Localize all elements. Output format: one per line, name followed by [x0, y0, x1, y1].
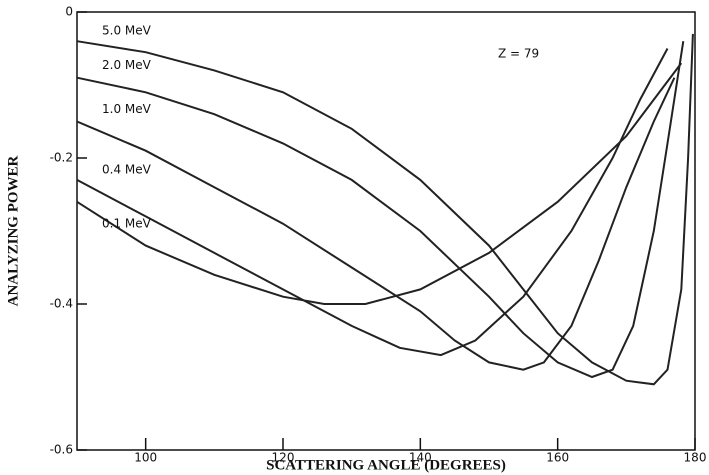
y-tick-label: 0: [65, 5, 73, 19]
x-tick-label: 100: [134, 451, 157, 465]
curve-label: 5.0 MeV: [102, 24, 152, 38]
x-tick-label: 140: [409, 451, 432, 465]
curve-label: 1.0 MeV: [102, 102, 152, 116]
x-tick-label: 160: [546, 451, 569, 465]
x-axis-title: SCATTERING ANGLE (DEGREES): [266, 457, 506, 473]
y-tick-label: -0.6: [50, 443, 73, 457]
annotation: Z = 79: [498, 47, 539, 61]
curve: [76, 48, 669, 357]
x-tick-label: 120: [272, 451, 295, 465]
curve: [76, 41, 685, 379]
curve-label: 0.1 MeV: [102, 216, 152, 230]
y-tick-label: -0.2: [50, 151, 73, 165]
curve-label: 2.0 MeV: [102, 58, 152, 72]
y-tick-label: -0.4: [50, 297, 73, 311]
curve: [76, 33, 694, 386]
y-axis-title: ANALYZING POWER: [5, 155, 21, 306]
plot-frame: [76, 11, 696, 451]
curve: [76, 62, 683, 305]
curve-label: 0.4 MeV: [102, 162, 152, 176]
x-tick-label: 180: [684, 451, 707, 465]
curve: [76, 77, 676, 371]
